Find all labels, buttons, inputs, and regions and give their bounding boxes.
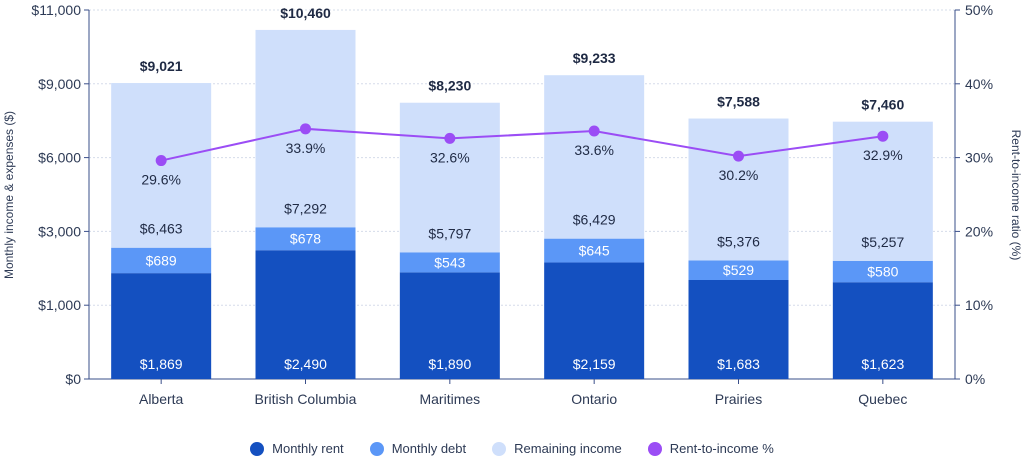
rent-to-income-label: 33.9% xyxy=(286,140,326,156)
data-label: $5,376 xyxy=(717,233,760,249)
y2-tick-label: 20% xyxy=(965,223,993,239)
rent-to-income-label: 32.6% xyxy=(430,149,470,165)
y2-tick-label: 30% xyxy=(965,150,993,166)
rent-to-income-point xyxy=(733,150,744,162)
data-label: $529 xyxy=(723,262,754,278)
rent-to-income-label: 30.2% xyxy=(719,167,759,183)
y2-tick-label: 0% xyxy=(965,371,985,387)
y-tick-label: $11,000 xyxy=(31,2,81,18)
legend-label: Monthly rent xyxy=(272,441,344,456)
y2-tick-label: 40% xyxy=(965,76,993,92)
y-axis-label: Monthly income & expenses ($) xyxy=(2,111,16,279)
total-label: $7,460 xyxy=(861,97,904,113)
x-tick-label: Maritimes xyxy=(419,391,480,407)
legend-item: Rent-to-income % xyxy=(647,441,774,456)
rent-to-income-label: 32.9% xyxy=(863,147,903,163)
rent-to-income-point xyxy=(444,132,456,144)
bar-monthly-rent xyxy=(255,250,356,379)
y-tick-label: $6,000 xyxy=(38,150,81,166)
total-label: $8,230 xyxy=(428,78,471,94)
data-label: $6,463 xyxy=(140,221,183,237)
legend-swatch xyxy=(647,441,662,456)
legend-swatch xyxy=(492,441,507,456)
bar-monthly-debt xyxy=(111,247,212,274)
legend-swatch xyxy=(250,441,265,456)
bar-monthly-rent xyxy=(111,273,212,379)
data-label: $580 xyxy=(867,264,898,280)
total-label: $10,460 xyxy=(280,5,331,21)
data-label: $689 xyxy=(146,252,177,268)
y2-axis-label: Rent-to-income ratio (%) xyxy=(1009,130,1023,261)
total-label: $9,233 xyxy=(573,50,616,66)
legend-label: Monthly debt xyxy=(391,441,467,456)
y2-tick-label: 50% xyxy=(965,2,993,18)
data-label: $645 xyxy=(579,243,610,259)
total-label: $9,021 xyxy=(140,58,183,74)
bar-monthly-debt xyxy=(399,252,500,273)
legend-swatch xyxy=(369,441,384,456)
rent-to-income-point xyxy=(155,155,167,167)
data-label: $1,623 xyxy=(861,356,904,372)
data-label: $2,159 xyxy=(573,356,616,372)
y-tick-label: $9,000 xyxy=(38,76,81,92)
legend: Monthly rent Monthly debt Remaining income… xyxy=(0,441,1024,456)
bar-monthly-rent xyxy=(688,279,789,379)
rent-to-income-label: 33.6% xyxy=(574,142,614,158)
data-label: $2,490 xyxy=(284,356,327,372)
x-tick-label: Prairies xyxy=(715,391,762,407)
x-tick-label: Alberta xyxy=(139,391,184,407)
y-tick-label: $1,000 xyxy=(38,297,81,313)
legend-label: Rent-to-income % xyxy=(669,441,774,456)
legend-label: Remaining income xyxy=(514,441,622,456)
legend-item: Remaining income xyxy=(492,441,622,456)
legend-item: Monthly rent xyxy=(250,441,344,456)
bar-monthly-debt xyxy=(688,260,789,280)
x-tick-label: British Columbia xyxy=(255,391,357,407)
y2-tick-label: 10% xyxy=(965,297,993,313)
bar-remaining-income xyxy=(688,118,789,261)
bar-remaining-income xyxy=(832,121,933,261)
x-tick-label: Quebec xyxy=(858,391,907,407)
bar-monthly-debt xyxy=(255,227,356,251)
bar-remaining-income xyxy=(399,102,500,253)
rent-to-income-point xyxy=(300,123,311,135)
total-label: $7,588 xyxy=(717,94,760,110)
y-tick-label: $0 xyxy=(65,371,81,387)
data-label: $678 xyxy=(290,231,321,247)
x-tick-label: Ontario xyxy=(571,391,617,407)
data-label: $7,292 xyxy=(284,200,327,216)
rent-to-income-line xyxy=(160,127,883,162)
data-label: $5,257 xyxy=(861,234,904,250)
bar-remaining-income xyxy=(544,75,645,239)
rent-to-income-point xyxy=(877,130,889,142)
bar-monthly-debt xyxy=(544,238,645,263)
data-label: $5,797 xyxy=(428,225,471,241)
y-tick-label: $3,000 xyxy=(38,223,81,239)
legend-item: Monthly debt xyxy=(369,441,467,456)
bar-monthly-debt xyxy=(832,260,933,283)
data-label: $1,869 xyxy=(140,356,183,372)
bar-monthly-rent xyxy=(399,272,500,379)
rent-to-income-point xyxy=(588,125,600,137)
data-label: $543 xyxy=(434,254,465,270)
rent-to-income-label: 29.6% xyxy=(141,172,181,188)
data-label: $6,429 xyxy=(573,212,616,228)
bar-monthly-rent xyxy=(832,282,933,379)
data-label: $1,890 xyxy=(428,356,471,372)
data-label: $1,683 xyxy=(717,356,760,372)
bar-monthly-rent xyxy=(544,262,645,379)
